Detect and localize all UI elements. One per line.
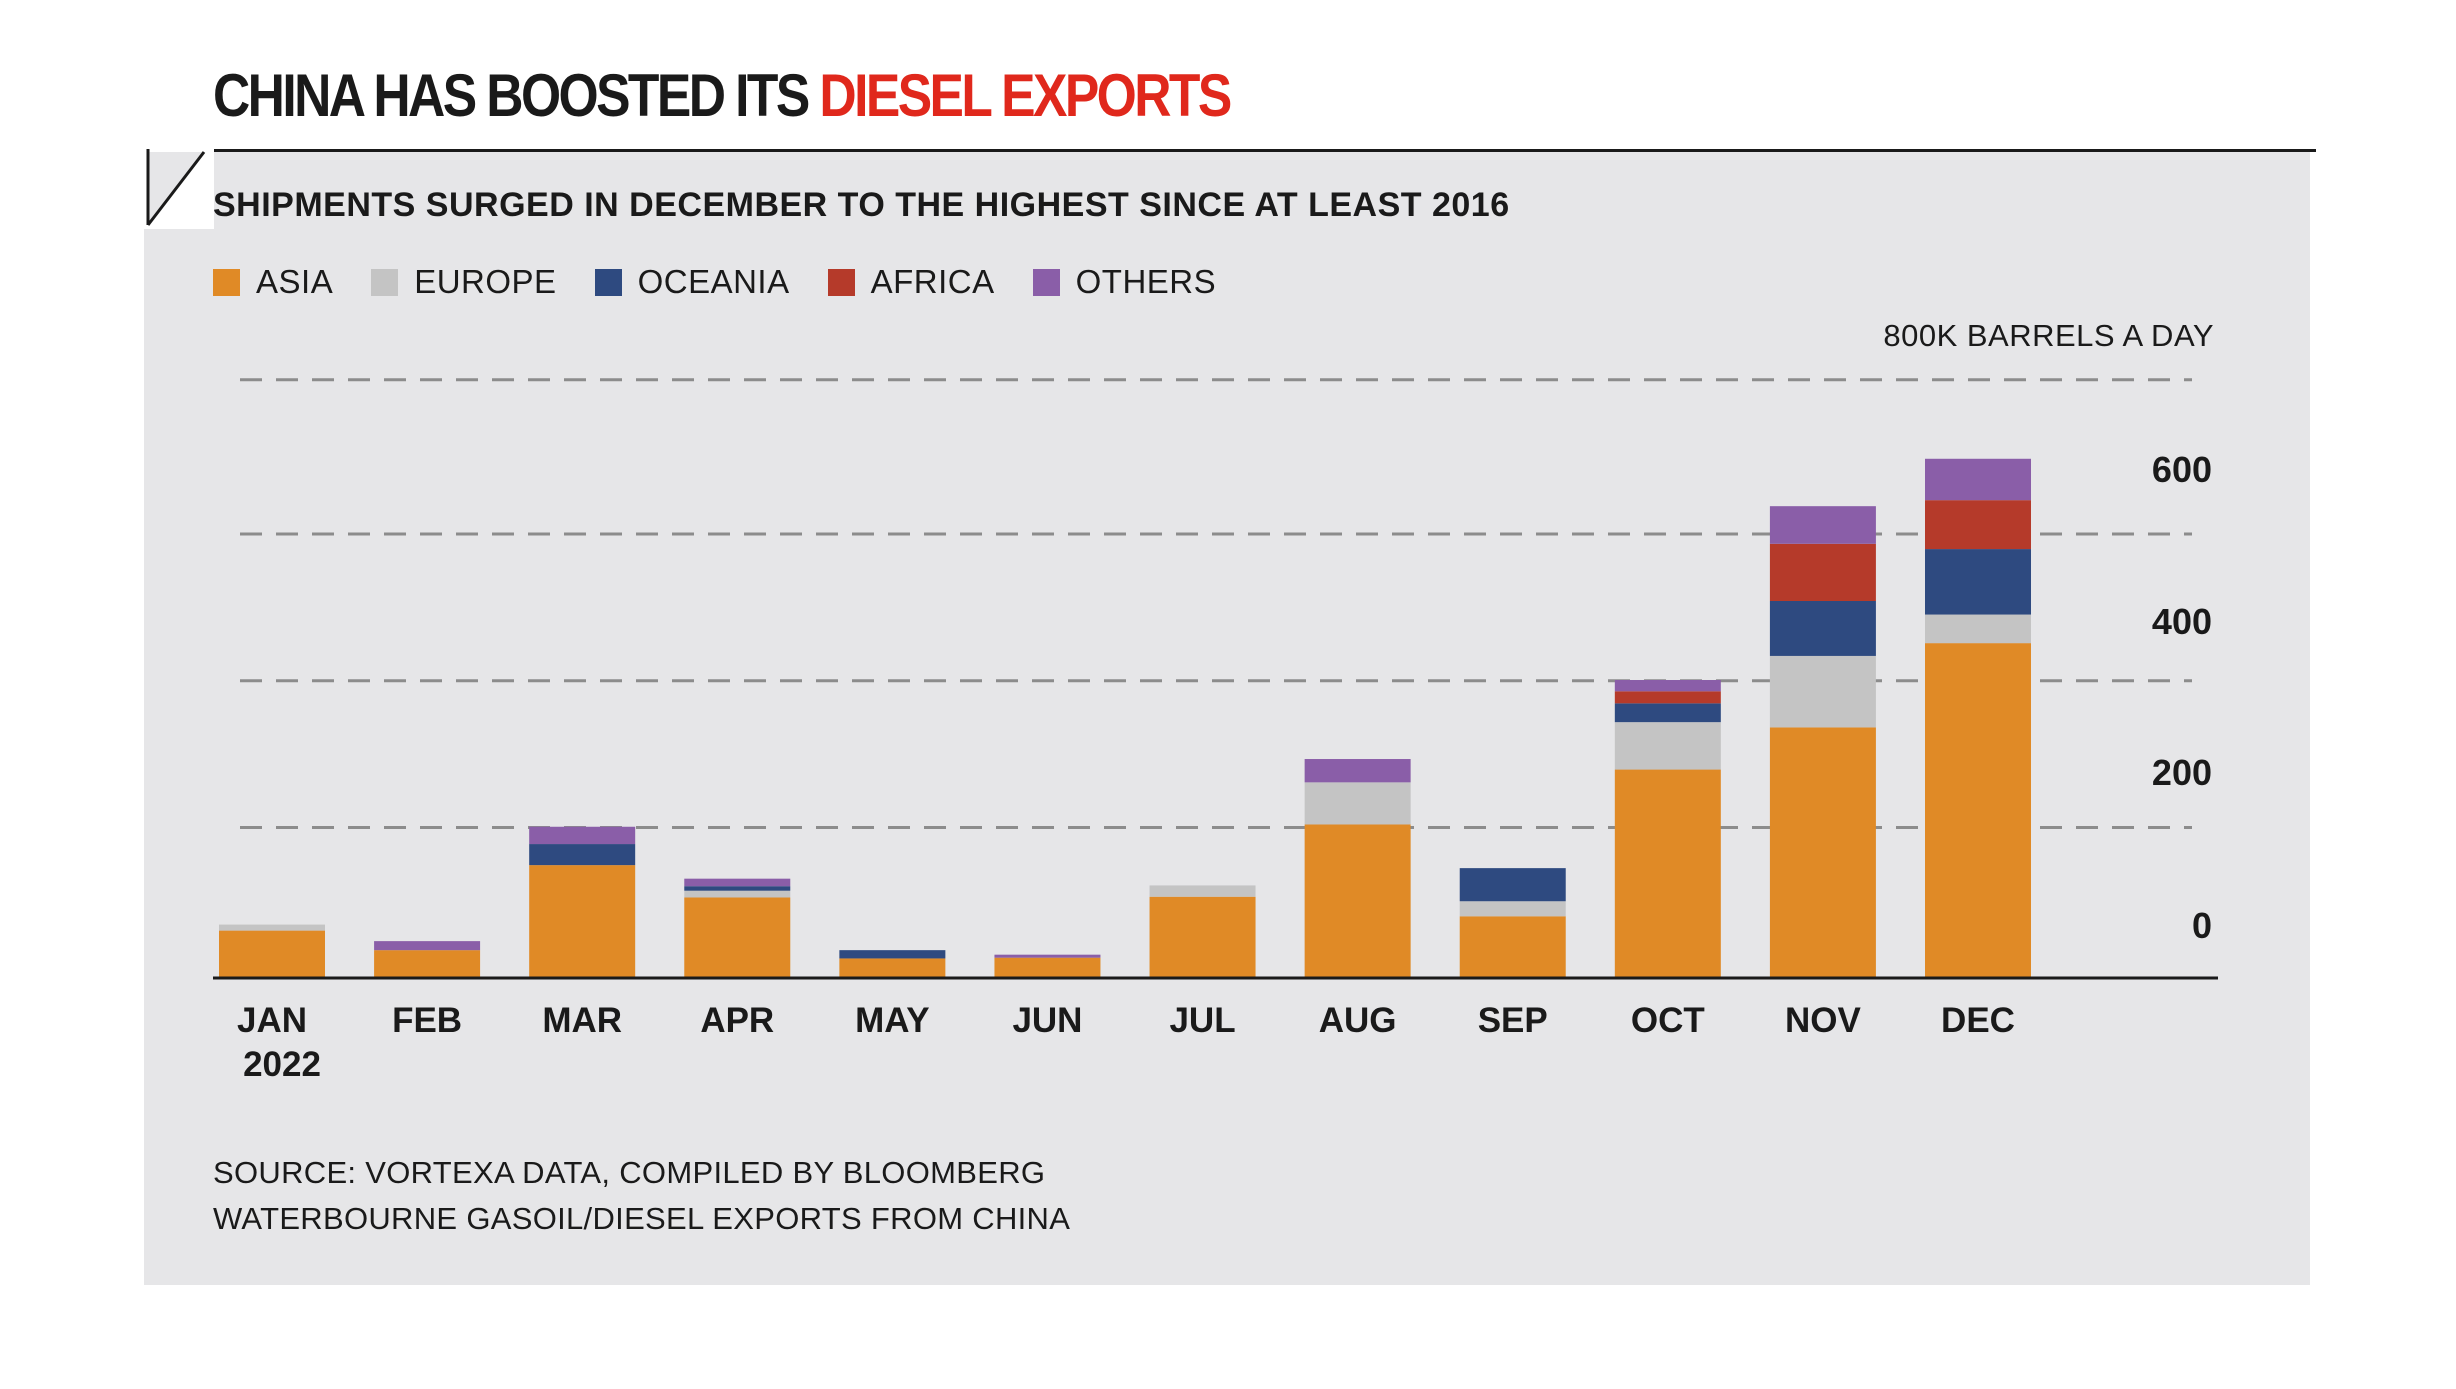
x-tick-label: JAN — [237, 1001, 307, 1040]
bar-oceania-mar — [529, 844, 636, 866]
bar-oceania-apr — [684, 886, 791, 891]
bar-oceania-sep — [1459, 868, 1566, 902]
x-tick-label: AUG — [1319, 1001, 1397, 1040]
legend-item-africa: AFRICA — [827, 263, 995, 301]
legend-label-others: OTHERS — [1075, 263, 1217, 300]
panel-top-rule — [202, 149, 2316, 152]
legend-swatch-africa — [827, 268, 855, 296]
x-tick-label: DEC — [1941, 1001, 2015, 1040]
legend-label-oceania: OCEANIA — [637, 263, 790, 300]
source-note: SOURCE: VORTEXA DATA, COMPILED BY BLOOMB… — [213, 1150, 1070, 1242]
y-tick-label: 400 — [2152, 601, 2212, 642]
legend-item-asia: ASIA — [213, 263, 333, 301]
bar-africa-nov — [1769, 543, 1876, 601]
bar-africa-oct — [1614, 691, 1721, 704]
y-tick-label: 0 — [2192, 905, 2212, 946]
legend-item-europe: EUROPE — [371, 263, 556, 301]
bar-europe-dec — [1925, 614, 2031, 644]
bar-africa-dec — [1925, 500, 2031, 550]
bar-others-dec — [1925, 458, 2031, 501]
bar-others-oct — [1614, 680, 1721, 692]
bar-asia-dec — [1925, 643, 2031, 978]
bar-asia-may — [839, 958, 946, 978]
bar-oceania-may — [839, 950, 946, 959]
bar-others-mar — [529, 826, 636, 845]
headline-part1: CHINA HAS BOOSTED ITS — [213, 62, 810, 129]
bar-asia-aug — [1304, 824, 1411, 978]
bar-asia-nov — [1769, 727, 1876, 978]
bar-others-feb — [374, 941, 481, 951]
legend-label-africa: AFRICA — [870, 263, 995, 300]
bar-others-jun — [994, 954, 1101, 958]
legend-item-others: OTHERS — [1032, 263, 1217, 301]
chart-legend: ASIA EUROPE OCEANIA AFRICA OTHERS — [213, 262, 1254, 302]
y-tick-label: 200 — [2152, 752, 2212, 793]
x-tick-label: FEB — [392, 1001, 462, 1040]
bar-europe-oct — [1614, 722, 1721, 770]
bar-others-nov — [1769, 506, 1876, 544]
legend-label-asia: ASIA — [256, 263, 334, 300]
bar-asia-sep — [1459, 916, 1566, 978]
source-line-2: WATERBOURNE GASOIL/DIESEL EXPORTS FROM C… — [213, 1201, 1071, 1236]
legend-swatch-others — [1032, 268, 1060, 296]
legend-label-europe: EUROPE — [414, 263, 557, 300]
x-tick-label: JUL — [1169, 1001, 1235, 1040]
bar-europe-jul — [1149, 885, 1256, 897]
panel-corner-mark — [144, 149, 214, 229]
bar-oceania-nov — [1769, 600, 1876, 656]
bar-others-apr — [684, 878, 791, 887]
x-tick-sublabel: 2022 — [243, 1045, 321, 1084]
x-tick-label: OCT — [1631, 1001, 1705, 1040]
bar-asia-oct — [1614, 769, 1721, 978]
chart-subtitle: SHIPMENTS SURGED IN DECEMBER TO THE HIGH… — [213, 186, 1510, 224]
x-tick-label: MAY — [855, 1001, 930, 1040]
bar-asia-jun — [994, 957, 1101, 978]
legend-swatch-oceania — [594, 268, 622, 296]
bar-oceania-oct — [1614, 703, 1721, 723]
x-tick-label: JUN — [1012, 1001, 1082, 1040]
bar-europe-aug — [1304, 782, 1411, 825]
bar-asia-apr — [684, 897, 791, 978]
bar-others-aug — [1304, 759, 1411, 783]
bar-europe-jan — [219, 924, 325, 931]
bar-asia-feb — [374, 950, 481, 978]
x-tick-label: NOV — [1785, 1001, 1862, 1040]
headline-accent: DIESEL EXPORTS — [819, 62, 1232, 129]
bar-europe-nov — [1769, 655, 1876, 728]
bar-europe-sep — [1459, 901, 1566, 917]
x-tick-label: SEP — [1478, 1001, 1548, 1040]
y-tick-label: 600 — [2152, 449, 2212, 490]
x-tick-label: MAR — [542, 1001, 622, 1040]
bar-asia-mar — [529, 865, 636, 978]
bar-europe-apr — [684, 890, 791, 898]
bar-asia-jul — [1149, 896, 1256, 978]
legend-swatch-asia — [213, 268, 240, 296]
bar-asia-jan — [219, 930, 325, 978]
legend-swatch-europe — [371, 268, 399, 296]
legend-item-oceania: OCEANIA — [594, 263, 790, 301]
bar-oceania-dec — [1925, 549, 2031, 615]
x-tick-label: APR — [700, 1001, 774, 1040]
chart-headline: CHINA HAS BOOSTED ITS DIESEL EXPORTS — [213, 56, 1232, 136]
source-line-1: SOURCE: VORTEXA DATA, COMPILED BY BLOOMB… — [213, 1155, 1046, 1190]
y-axis-unit-label: 800K BARRELS A DAY — [1883, 318, 2214, 353]
